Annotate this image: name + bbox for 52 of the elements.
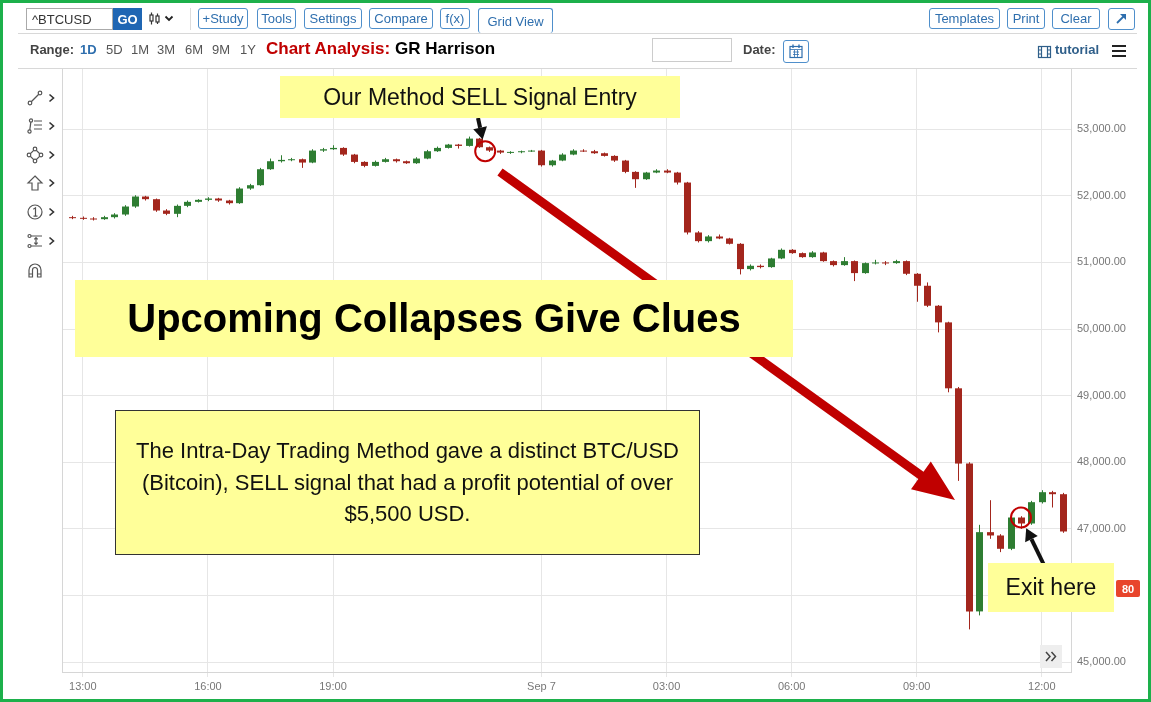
button: Print	[1007, 8, 1045, 29]
y-tick-label: 52,000.00	[1077, 188, 1126, 201]
button: Compare	[369, 8, 433, 29]
x-tick-label: 13:00	[69, 679, 97, 692]
text: Date:	[743, 42, 776, 57]
text: 6M	[185, 42, 204, 57]
y-tick-label: 51,000.00	[1077, 255, 1126, 268]
annotation: Exit here	[1005, 574, 1097, 601]
y-tick-label: 50,000.00	[1077, 322, 1126, 335]
y-tick-label: 45,000.00	[1077, 655, 1126, 668]
text: GR Harrison	[395, 39, 496, 58]
x-tick-label: 09:00	[902, 679, 931, 692]
y-tick-label: 53,000.00	[1077, 122, 1126, 135]
y-tick-label: 48,000.00	[1077, 455, 1126, 468]
text: 1D	[80, 42, 97, 57]
text: 5D	[106, 42, 123, 57]
callout-box: Exit here	[988, 563, 1114, 612]
candlestick	[935, 304, 942, 333]
y-tick-label: 47,000.00	[1077, 521, 1126, 534]
x-tick-label: 12:00	[1028, 679, 1056, 692]
text-field: ^BTCUSD	[26, 8, 113, 30]
x-tick-label: 16:00	[194, 679, 222, 692]
candlestick	[924, 281, 931, 308]
button: Templates	[929, 8, 1000, 29]
candlestick	[987, 499, 994, 540]
button: GO	[113, 8, 142, 30]
button: Settings	[304, 8, 362, 29]
price-tag: 80	[1116, 580, 1140, 597]
candlestick	[914, 272, 921, 303]
annotation: Our Method SELL Signal Entry	[323, 83, 637, 111]
tab: Grid View	[478, 8, 553, 33]
button: Tools	[257, 8, 296, 29]
text: 9M	[212, 42, 231, 57]
text: Chart Analysis:	[266, 39, 391, 58]
button: f(x)	[440, 8, 470, 29]
text: tutorial	[1055, 42, 1100, 57]
x-tick-label: Sep 7	[527, 679, 556, 692]
text: Upcoming Collapses Give Clues	[127, 296, 741, 341]
candlestick	[851, 259, 858, 282]
button: +Study	[198, 8, 248, 29]
text: 1M	[131, 42, 150, 57]
note-box: The Intra-Day Trading Method gave a distinct BTC/USD (Bitcoin), SELL signal that had a profit potential of over $5,500 USD.	[115, 410, 700, 555]
text: 3M	[157, 42, 176, 57]
button: Clear	[1052, 8, 1100, 29]
y-tick-label: 49,000.00	[1077, 388, 1126, 401]
x-tick-label: 19:00	[319, 679, 347, 692]
text: 1Y	[240, 42, 256, 57]
annotation: The Intra-Day Trading Method gave a distinct BTC/USD (Bitcoin), SELL signal that had a profit potential of over $5,500 USD.	[135, 436, 680, 529]
text: Range:	[30, 42, 75, 57]
x-tick-label: 06:00	[777, 679, 806, 692]
callout-box: Our Method SELL Signal Entry	[280, 76, 680, 118]
x-tick-label: 03:00	[652, 679, 681, 692]
